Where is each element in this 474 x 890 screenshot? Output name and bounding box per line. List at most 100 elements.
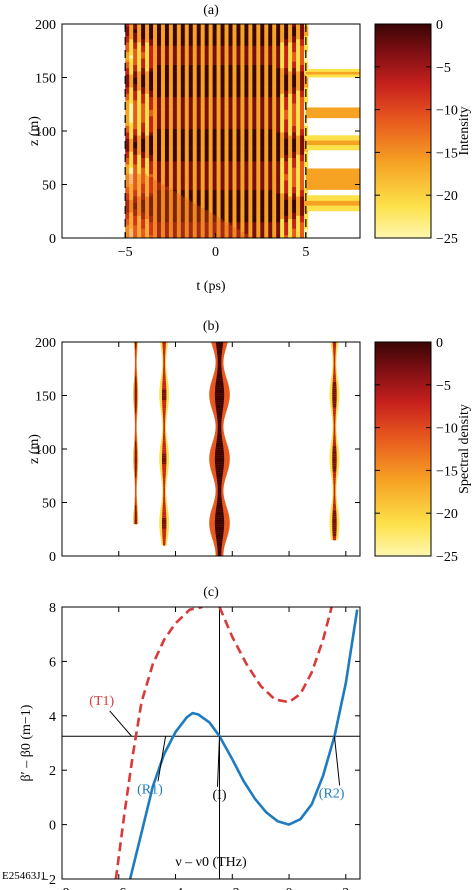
panel-b-heatmap-body <box>133 342 340 556</box>
intensity-cell <box>264 148 269 152</box>
spectral-line-core <box>333 484 336 487</box>
spectral-line-core <box>217 429 222 433</box>
spectral-line-core <box>217 427 222 431</box>
intensity-cell <box>208 160 213 165</box>
intensity-cell <box>216 74 221 78</box>
intensity-cell <box>133 151 138 155</box>
intensity-cell <box>125 109 130 114</box>
intensity-cell <box>160 183 166 187</box>
intensity-cell <box>264 167 269 171</box>
intensity-cell <box>300 144 305 149</box>
intensity-cell <box>204 67 209 72</box>
intensity-cell <box>228 167 233 171</box>
intensity-cell <box>264 122 269 126</box>
intensity-cell <box>284 29 289 33</box>
intensity-cell <box>268 61 273 65</box>
intensity-cell <box>149 83 154 88</box>
intensity-cell <box>276 67 281 72</box>
intensity-cell <box>240 32 245 37</box>
intensity-cell <box>276 77 281 82</box>
intensity-cell <box>137 199 142 203</box>
panel-c-ylabel: β′ – β0 (m−1) <box>19 704 34 781</box>
intensity-cell <box>252 215 257 220</box>
spectral-line-core <box>332 381 337 385</box>
intensity-cell <box>204 26 209 30</box>
intensity-cell <box>176 51 182 56</box>
intensity-cell <box>204 61 209 65</box>
intensity-cell <box>168 183 174 187</box>
spectral-line-core <box>134 444 137 448</box>
intensity-cell <box>224 99 229 104</box>
intensity-cell <box>125 148 130 152</box>
spectral-line-core <box>163 487 166 490</box>
intensity-cell <box>156 103 162 107</box>
intensity-cell <box>168 154 174 159</box>
intensity-cell <box>216 26 221 30</box>
intensity-cell <box>276 38 281 43</box>
intensity-cell <box>176 45 182 49</box>
intensity-cell <box>172 199 178 203</box>
intensity-cell <box>133 74 138 78</box>
intensity-cell <box>133 103 138 107</box>
intensity-cell <box>149 90 154 94</box>
intensity-cell <box>180 24 186 27</box>
intensity-cell <box>149 45 154 49</box>
intensity-cell <box>168 116 174 120</box>
intensity-cell <box>200 87 205 91</box>
intensity-cell <box>276 83 281 88</box>
spectral-line-core <box>332 398 337 402</box>
intensity-cell <box>288 116 293 120</box>
intensity-cell <box>216 164 221 168</box>
intensity-cell <box>145 180 150 184</box>
intensity-cell <box>272 38 277 43</box>
intensity-cell <box>164 122 170 126</box>
spectral-line-core <box>217 434 222 437</box>
intensity-cell <box>264 67 269 72</box>
intensity-cell <box>268 228 273 232</box>
spectral-line-core <box>134 455 137 458</box>
intensity-cell <box>256 112 261 117</box>
intensity-cell <box>133 189 138 194</box>
intensity-cell <box>204 186 209 191</box>
intensity-cell <box>296 186 301 191</box>
intensity-cell <box>180 196 186 200</box>
intensity-cell <box>192 48 198 53</box>
intensity-cell <box>168 218 174 223</box>
intensity-cell <box>153 90 158 94</box>
intensity-cell <box>276 151 281 155</box>
intensity-wedge <box>125 208 205 211</box>
intensity-cell <box>125 173 130 178</box>
intensity-cell <box>240 119 245 123</box>
intensity-cell <box>168 112 174 117</box>
intensity-cell <box>133 61 138 65</box>
intensity-cell <box>200 45 205 49</box>
spectral-line-core <box>162 536 166 540</box>
intensity-cell <box>244 202 249 207</box>
intensity-cell <box>216 154 221 159</box>
panel-c-ytick-label: 2 <box>49 764 56 779</box>
intensity-cell <box>133 193 138 197</box>
intensity-cell <box>284 38 289 43</box>
intensity-cell <box>200 228 205 232</box>
intensity-cell <box>264 154 269 159</box>
intensity-cell <box>204 144 209 149</box>
intensity-cell <box>228 55 233 59</box>
intensity-cell <box>172 218 178 223</box>
spectral-line-core <box>162 408 166 411</box>
intensity-cell <box>188 132 194 136</box>
intensity-cell <box>176 209 182 213</box>
panel-c-xtick-label: −4 <box>168 886 183 890</box>
spectral-line-core <box>215 528 224 531</box>
panel-b-colorbar-ticks: 0−5−10−15−20−25 <box>375 336 458 565</box>
intensity-cell <box>284 125 289 130</box>
intensity-cell <box>196 77 202 82</box>
intensity-cell <box>141 193 146 197</box>
intensity-cell <box>284 199 289 203</box>
intensity-cell <box>153 61 158 65</box>
intensity-cell <box>236 189 241 194</box>
intensity-cell <box>212 87 217 91</box>
intensity-cell <box>145 215 150 220</box>
intensity-cell <box>276 32 281 37</box>
spectral-line-core <box>216 472 223 475</box>
intensity-cell <box>252 218 257 223</box>
